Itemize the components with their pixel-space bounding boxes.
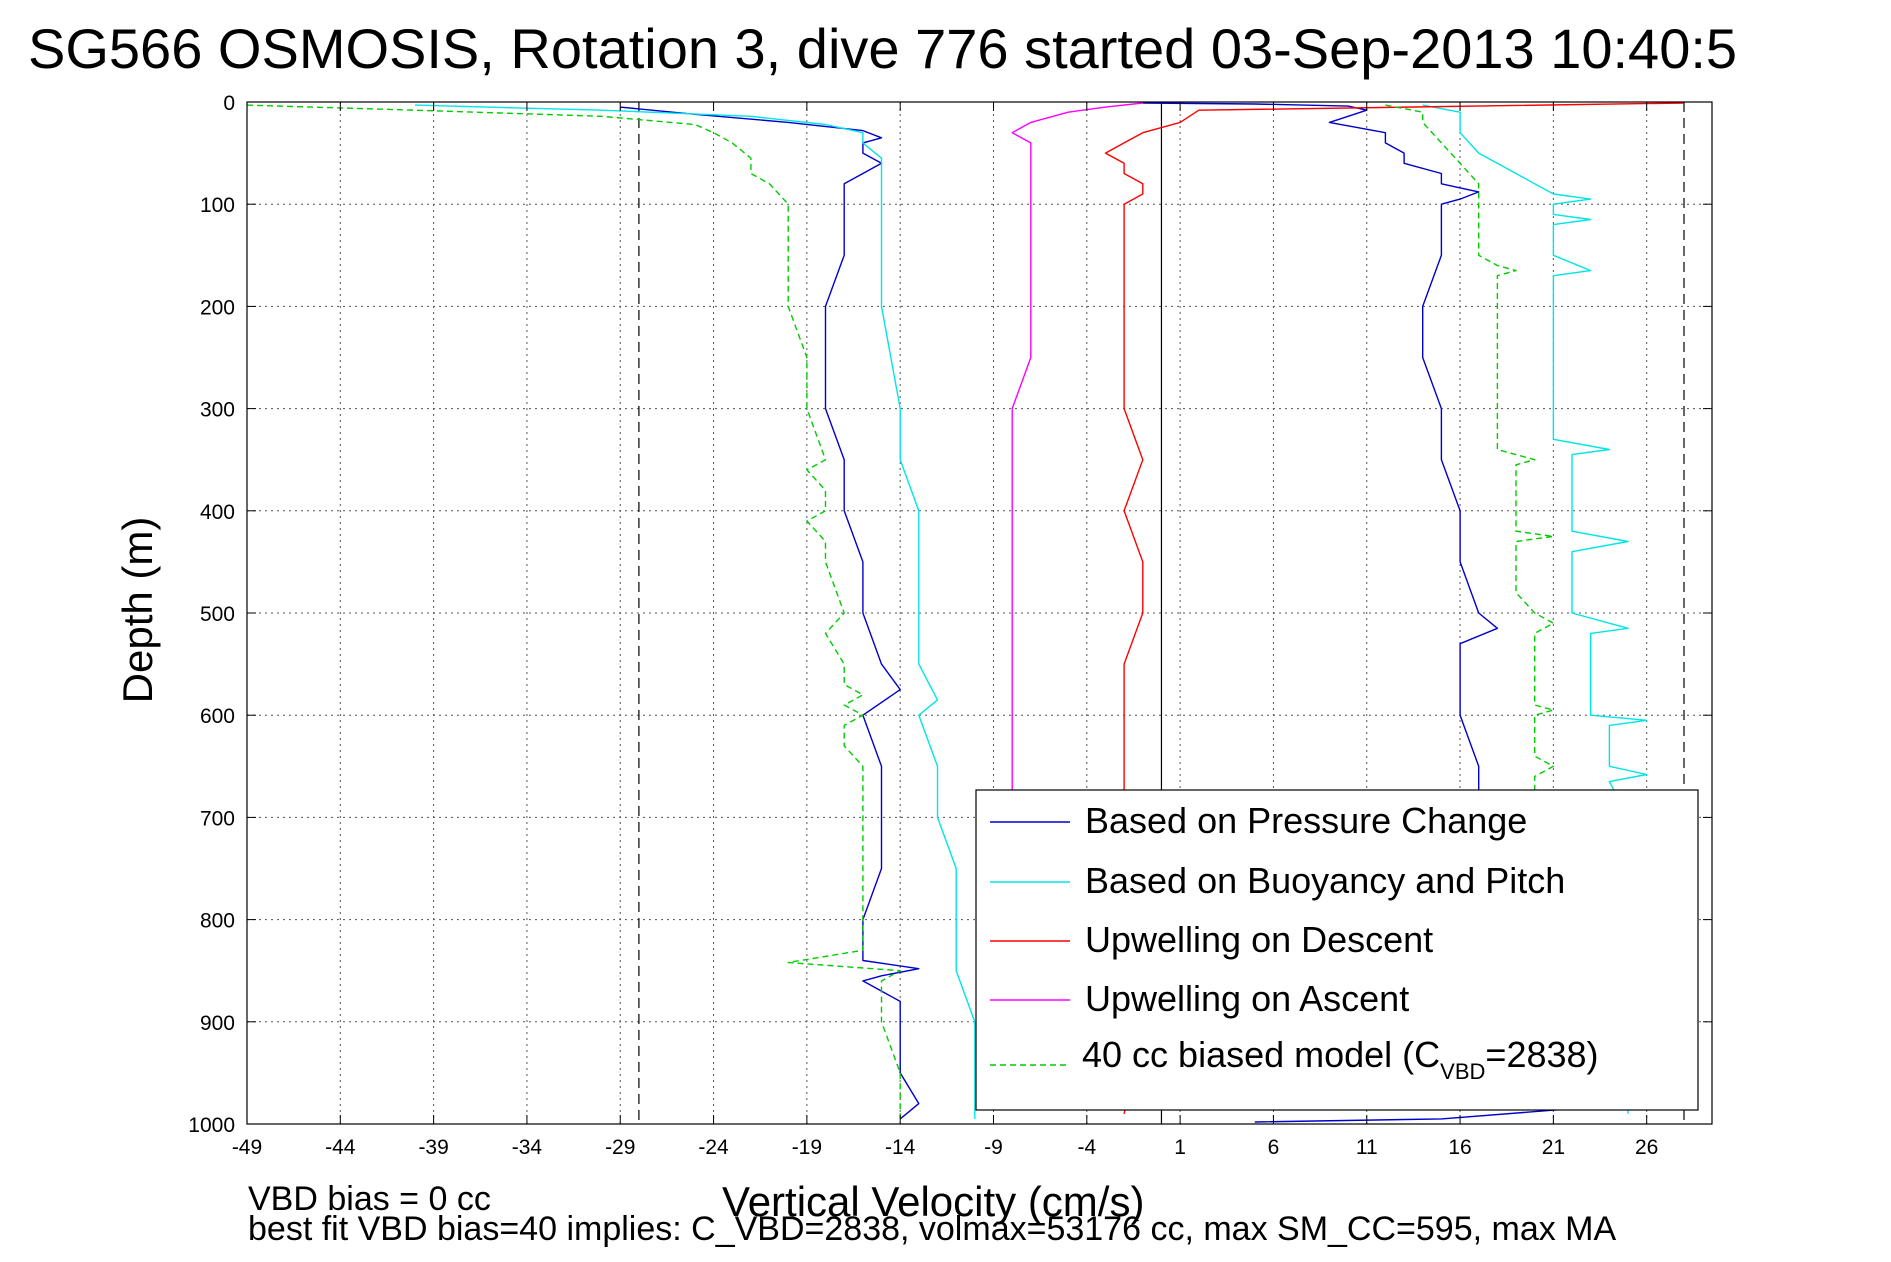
legend-vbd-main: 40 cc biased model (C [1082,1034,1440,1075]
series-4-descent-line [246,104,901,1119]
x-tick-label: 26 [1635,1136,1658,1159]
x-tick-label: -49 [232,1136,262,1159]
x-tick-label: -44 [325,1136,356,1159]
y-tick-label: 900 [200,1012,235,1035]
y-tick-label: 800 [200,910,235,933]
x-tick-label: -24 [698,1136,729,1159]
x-tick-label: 16 [1448,1136,1471,1159]
legend-vbd-sub: VBD [1440,1059,1485,1084]
legend: Based on Pressure Change Based on Buoyan… [975,789,1699,1111]
y-tick-label: 100 [200,194,235,217]
x-tick-label: 21 [1542,1136,1565,1159]
legend-label-upwelling-descent: Upwelling on Descent [1085,919,1433,960]
series-0-descent-line [620,106,920,1120]
y-tick-label: 400 [200,501,235,524]
x-tick-label: -14 [885,1136,916,1159]
y-tick-label: 500 [200,603,235,626]
y-tick-label: 300 [200,399,235,422]
y-tick-label: 0 [223,92,235,115]
x-tick-label: -34 [512,1136,543,1159]
series-2-descent-line [1104,102,1685,1114]
x-tick-label: 11 [1356,1136,1378,1159]
y-tick-label: 600 [200,705,235,728]
x-tick-label: -19 [792,1136,822,1159]
x-tick-label: 6 [1268,1136,1280,1159]
y-axis-ticks: 0 100 200 300 400 500 600 700 800 900 1000 [188,92,1712,1137]
x-tick-label: -39 [418,1136,448,1159]
legend-label-biased-model: 40 cc biased model (CVBD=2838) [1082,1034,1599,1084]
legend-label-upwelling-ascent: Upwelling on Ascent [1085,978,1409,1019]
x-tick-label: -4 [1077,1136,1096,1159]
y-tick-label: 200 [200,296,235,319]
series-1-ascent-line [1422,104,1648,1114]
x-tick-label: -9 [984,1136,1003,1159]
x-axis-label: Vertical Velocity (cm/s) [722,1178,1144,1225]
series-4-ascent-line [1385,104,1555,797]
series-3-ascent-line [1011,102,1143,808]
x-tick-label: -29 [605,1136,635,1159]
footer-vbd-bias: VBD bias = 0 cc [248,1180,491,1218]
legend-box [975,789,1699,1111]
y-axis-label: Depth (m) [114,517,161,704]
chart-title: SG566 OSMOSIS, Rotation 3, dive 776 star… [28,17,1737,80]
footer-best-fit: best fit VBD bias=40 implies: C_VBD=2838… [248,1210,1617,1248]
y-tick-label: 1000 [188,1114,235,1137]
grid [247,102,1712,1124]
series-1-descent-line [414,104,976,1119]
legend-label-buoyancy-pitch: Based on Buoyancy and Pitch [1085,860,1565,901]
legend-label-pressure-change: Based on Pressure Change [1085,800,1527,841]
x-tick-label: 1 [1174,1136,1186,1159]
legend-vbd-end: =2838) [1485,1034,1598,1075]
series-layer [246,102,1685,1123]
y-tick-label: 700 [200,807,235,830]
x-axis-ticks: -49 -44 -39 -34 -29 -24 -19 -14 -9 -4 1 6 11 16 21 26 [232,102,1658,1159]
